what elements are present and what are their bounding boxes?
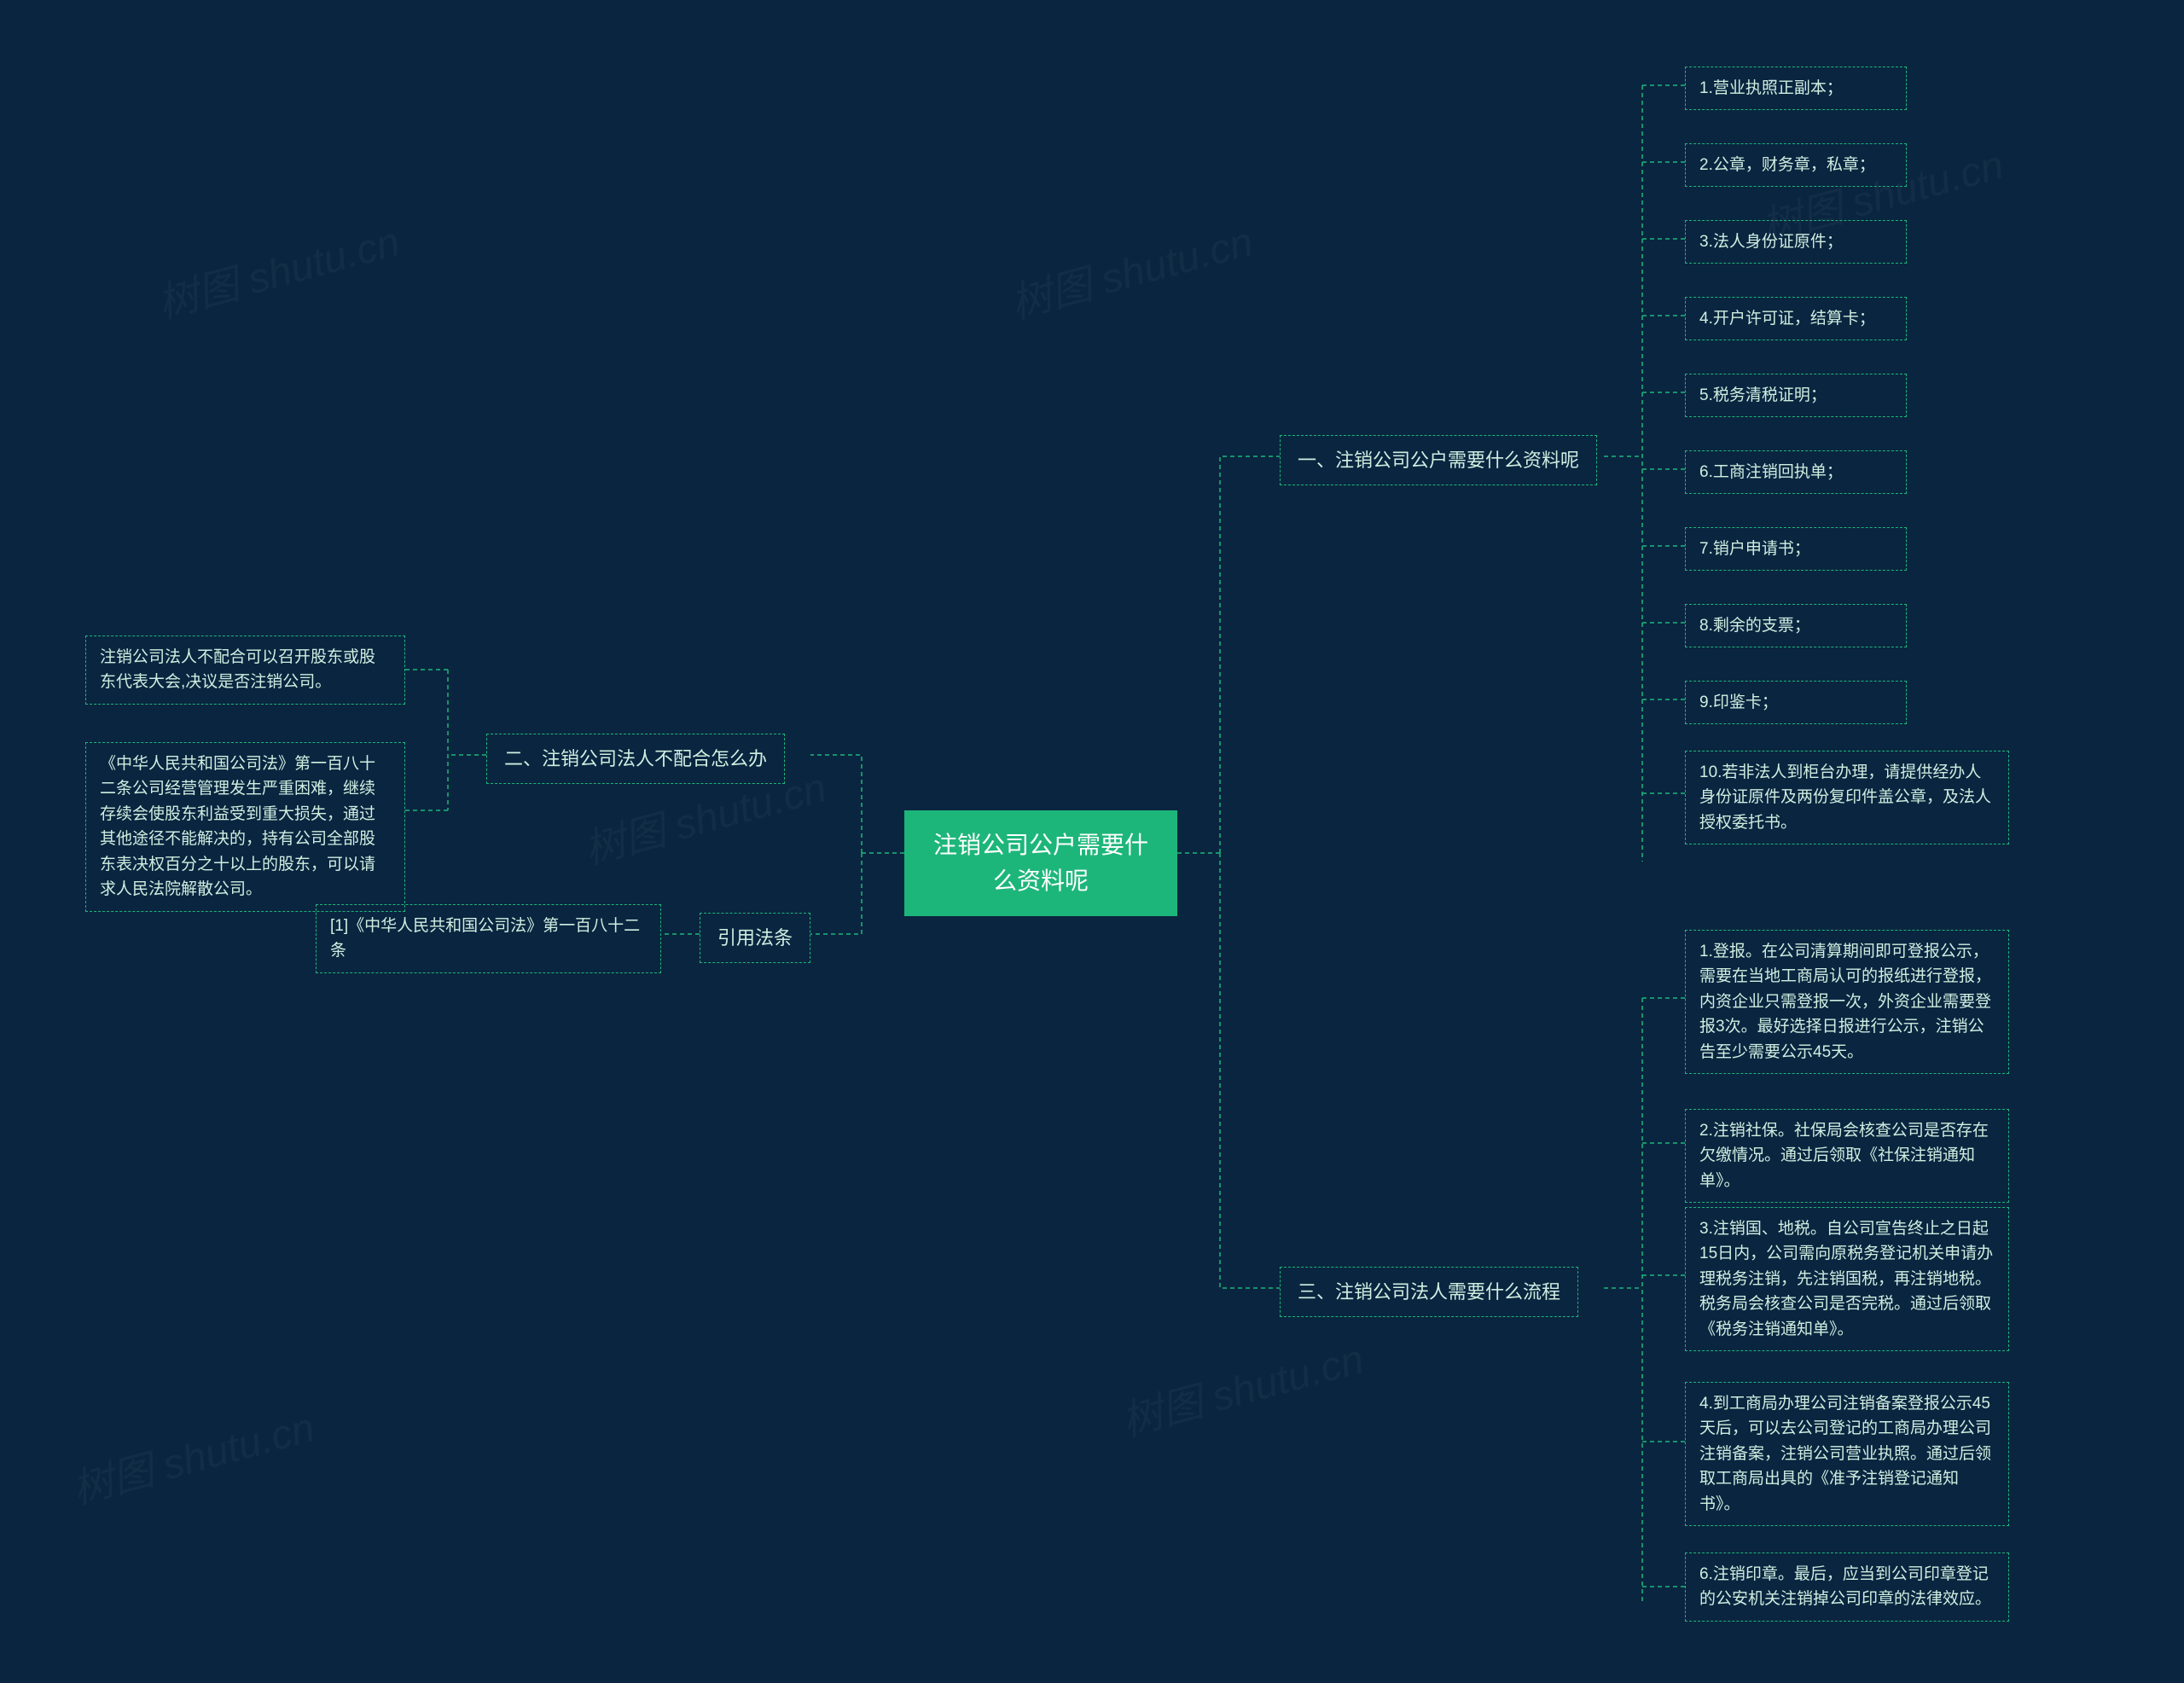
branch-2: 二、注销公司法人不配合怎么办 bbox=[486, 734, 785, 784]
branch-4: 引用法条 bbox=[700, 913, 810, 963]
leaf-b1-4: 4.开户许可证，结算卡； bbox=[1685, 297, 1907, 340]
leaf-b1-6: 6.工商注销回执单； bbox=[1685, 450, 1907, 494]
leaf-b4-1: [1]《中华人民共和国公司法》第一百八十二条 bbox=[316, 904, 661, 973]
leaf-b1-10: 10.若非法人到柜台办理，请提供经办人身份证原件及两份复印件盖公章，及法人授权委… bbox=[1685, 751, 2009, 844]
leaf-b3-4: 4.到工商局办理公司注销备案登报公示45天后，可以去公司登记的工商局办理公司注销… bbox=[1685, 1382, 2009, 1526]
leaf-b1-2: 2.公章，财务章，私章； bbox=[1685, 143, 1907, 187]
leaf-b1-5: 5.税务清税证明； bbox=[1685, 374, 1907, 417]
leaf-b3-1: 1.登报。在公司清算期间即可登报公示，需要在当地工商局认可的报纸进行登报，内资企… bbox=[1685, 930, 2009, 1074]
branch-1: 一、注销公司公户需要什么资料呢 bbox=[1280, 435, 1597, 485]
leaf-b1-1: 1.营业执照正副本； bbox=[1685, 67, 1907, 110]
leaf-b1-3: 3.法人身份证原件； bbox=[1685, 220, 1907, 264]
branch-3: 三、注销公司法人需要什么流程 bbox=[1280, 1267, 1578, 1317]
watermark: 树图 shutu.cn bbox=[65, 1394, 320, 1516]
leaf-b3-2: 2.注销社保。社保局会核查公司是否存在欠缴情况。通过后领取《社保注销通知单》。 bbox=[1685, 1109, 2009, 1203]
watermark: 树图 shutu.cn bbox=[1114, 1326, 1369, 1448]
leaf-b1-8: 8.剩余的支票； bbox=[1685, 604, 1907, 647]
leaf-b2-1: 注销公司法人不配合可以召开股东或股东代表大会,决议是否注销公司。 bbox=[85, 635, 405, 705]
leaf-b1-9: 9.印鉴卡； bbox=[1685, 681, 1907, 724]
watermark: 树图 shutu.cn bbox=[150, 208, 405, 330]
leaf-b2-2: 《中华人民共和国公司法》第一百八十二条公司经营管理发生严重困难，继续存续会使股东… bbox=[85, 742, 405, 912]
leaf-b1-7: 7.销户申请书； bbox=[1685, 527, 1907, 571]
center-node: 注销公司公户需要什么资料呢 bbox=[904, 810, 1177, 916]
leaf-b3-5: 6.注销印章。最后，应当到公司印章登记的公安机关注销掉公司印章的法律效应。 bbox=[1685, 1552, 2009, 1622]
leaf-b3-3: 3.注销国、地税。自公司宣告终止之日起15日内，公司需向原税务登记机关申请办理税… bbox=[1685, 1207, 2009, 1351]
watermark: 树图 shutu.cn bbox=[1003, 208, 1258, 330]
